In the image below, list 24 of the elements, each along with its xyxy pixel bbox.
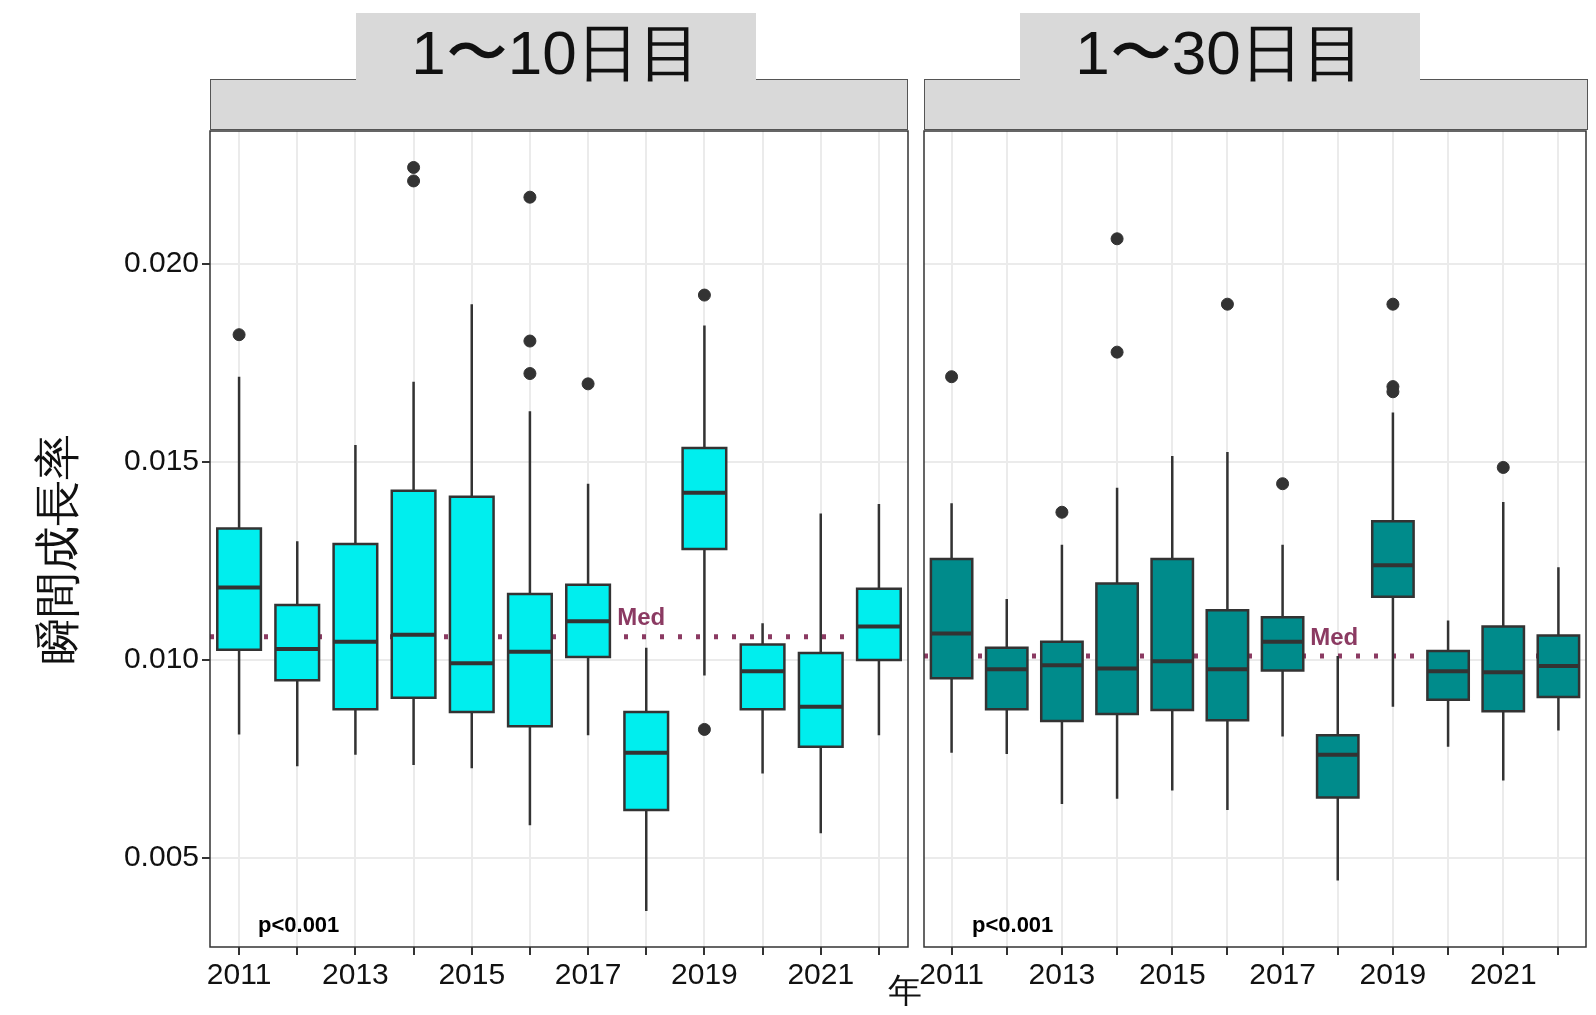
- y-tick-label: 0.020: [123, 245, 199, 279]
- ref-line-label: Med: [1310, 622, 1359, 650]
- chart-title: 1〜30日目: [1074, 17, 1366, 87]
- x-tick-label: 2017: [1249, 957, 1316, 991]
- x-tick-label: 2019: [1359, 957, 1427, 991]
- x-tick-label: 2013: [1028, 957, 1096, 991]
- x-tick-label: 2011: [206, 957, 272, 991]
- x-tick-label: 2013: [322, 957, 389, 991]
- x-tick-label: 2021: [787, 957, 855, 991]
- ref-line-label: Med: [617, 603, 666, 631]
- x-axis-title: 年: [888, 971, 922, 1010]
- x-tick-label: 2019: [671, 957, 738, 991]
- annotation: p<0.001: [972, 912, 1054, 938]
- annotation: p<0.001: [258, 912, 340, 938]
- x-tick-label: 2015: [438, 957, 506, 991]
- y-tick-label: 0.010: [123, 641, 199, 675]
- x-tick-label: 2011: [919, 957, 984, 991]
- x-tick-label: 2015: [1138, 957, 1206, 991]
- y-axis-title: 瞬間成長率: [30, 433, 84, 666]
- x-tick-label: 2017: [554, 957, 622, 991]
- y-tick-label: 0.005: [123, 839, 199, 873]
- chart-title: 1〜10日目: [410, 17, 702, 87]
- x-tick-label: 2021: [1469, 957, 1537, 991]
- y-tick-label: 0.015: [123, 443, 199, 477]
